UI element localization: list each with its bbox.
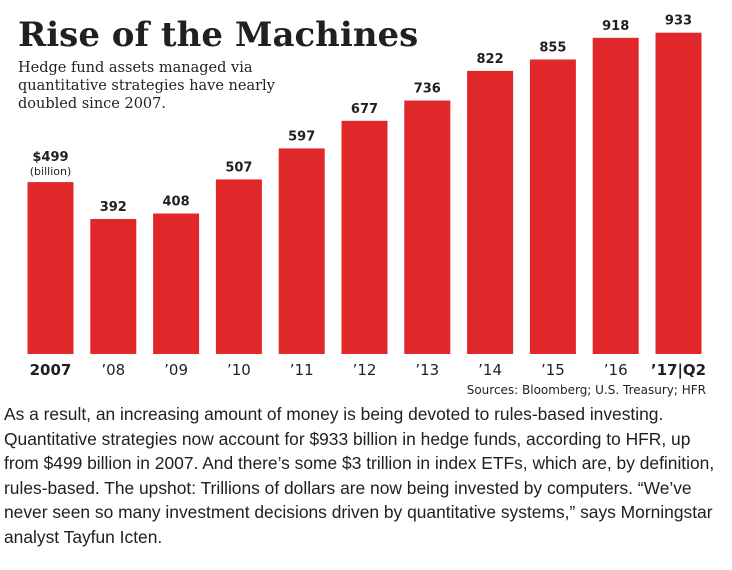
bar: [153, 213, 200, 354]
x-tick-label: ’12: [353, 361, 377, 379]
bar: [341, 120, 388, 354]
x-tick-label: ’10: [227, 361, 251, 379]
x-tick-labels-group: 2007 ’08 ’09 ’10 ’11 ’12 ’13 ’14 ’15 ’16 ’17|Q2: [30, 361, 707, 380]
bar: [655, 32, 702, 354]
bar-value-label: 408: [163, 195, 190, 210]
x-tick-label: ’11: [290, 361, 314, 379]
x-tick-label: ’17|Q2: [651, 361, 706, 380]
bar-value-label: 855: [539, 41, 566, 56]
bar-value-label: 507: [225, 160, 252, 175]
bar-value-label: 392: [100, 200, 127, 215]
bar-value-label: 736: [414, 82, 441, 97]
bar-chart: Rise of the Machines Hedge fund assets m…: [18, 14, 707, 397]
bar-value-label: 933: [665, 14, 692, 29]
chart-subtitle-line: quantitative strategies have nearly: [18, 78, 276, 94]
bar: [404, 100, 451, 354]
x-tick-label: ’14: [478, 361, 502, 379]
x-tick-label: ’13: [415, 361, 439, 379]
bar-value-label: 918: [602, 19, 629, 34]
bar-value-label: 597: [288, 129, 315, 144]
x-tick-label: ’15: [541, 361, 565, 379]
chart-subtitle-line: Hedge fund assets managed via: [18, 60, 253, 76]
bar: [529, 59, 576, 354]
bar: [215, 179, 262, 354]
value-labels-group: $499(billion) 392 408 507 597 677 736 822 855 918…: [30, 14, 692, 215]
x-tick-label: 2007: [30, 361, 72, 379]
bar: [90, 219, 137, 354]
chart-title: Rise of the Machines: [18, 15, 418, 55]
bar-unit-note: (billion): [30, 165, 72, 178]
chart-subtitle-line: doubled since 2007.: [18, 96, 166, 112]
bar-value-label: $499: [32, 150, 68, 165]
chart-subtitle: Hedge fund assets managed via quantitativ…: [18, 60, 276, 112]
bar: [27, 182, 74, 354]
bar-value-label: 677: [351, 102, 378, 117]
bar: [467, 70, 514, 355]
article-paragraph: As a result, an increasing amount of mon…: [4, 404, 715, 547]
bar-value-label: 822: [477, 52, 504, 67]
x-tick-label: ’09: [164, 361, 188, 379]
bar: [278, 148, 325, 354]
bars-group: [27, 32, 702, 355]
bar: [592, 37, 639, 355]
x-tick-label: ’08: [101, 361, 125, 379]
chart-source: Sources: Bloomberg; U.S. Treasury; HFR: [467, 383, 706, 397]
x-tick-label: ’16: [604, 361, 628, 379]
